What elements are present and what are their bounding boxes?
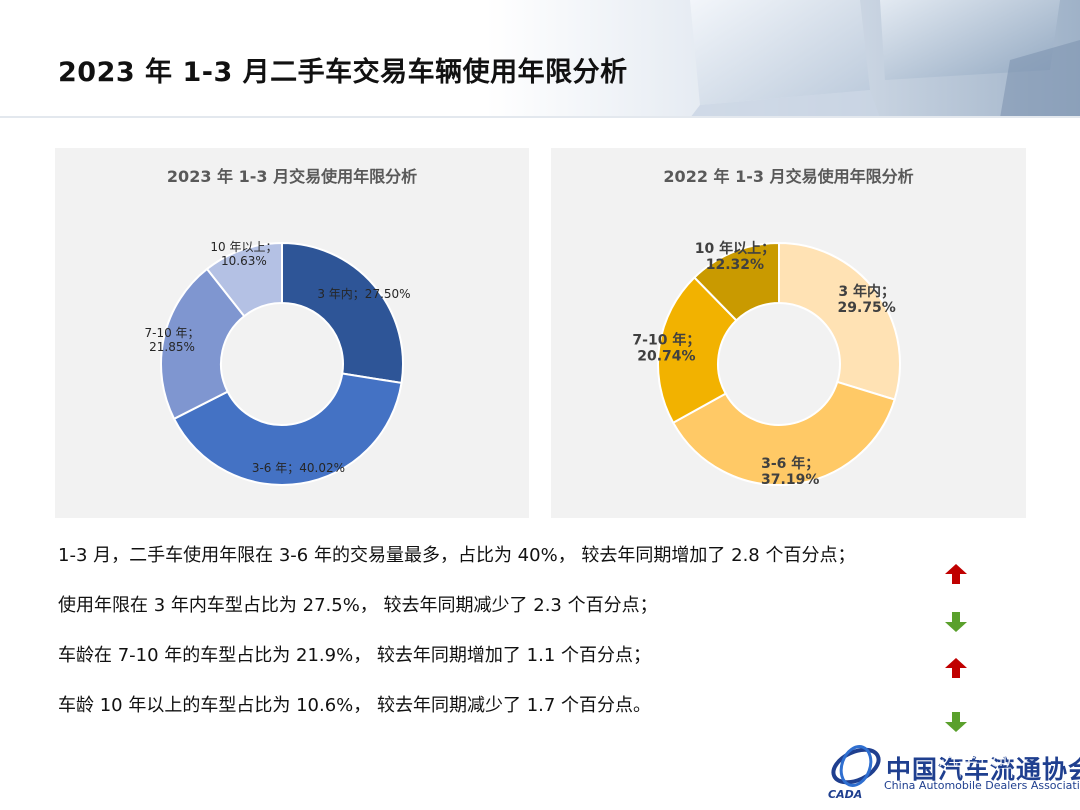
summary-item: 车龄 10 年以上的车型占比为 10.6%， 较去年同期减少了 1.7 个百分点… xyxy=(58,695,652,716)
donut-chart-2022: 3 年内； 29.75% 3-6 年； 37.19% 7-10 年； 20.74% 10 年… xyxy=(632,240,901,488)
donut-chart-2023: 3 年内；27.50% 3-6 年；40.02% 7-10 年； 21.85% 10 年… xyxy=(144,240,411,486)
slice-label: 10 年以上； 12.32% xyxy=(695,240,775,273)
page-title: 2023 年 1-3 月二手车交易车辆使用年限分析 xyxy=(58,57,628,88)
donut-slice xyxy=(172,372,403,486)
arrow-down-icon xyxy=(945,712,967,732)
header: 2023 年 1-3 月二手车交易车辆使用年限分析 xyxy=(0,0,1080,118)
logo-cn: 中国汽车流通协会 xyxy=(886,755,1080,784)
donut-slice xyxy=(778,241,901,401)
chart-title-2023: 2023 年 1-3 月交易使用年限分析 xyxy=(166,167,418,186)
donut-slice xyxy=(281,241,404,385)
donut-slice xyxy=(205,241,283,318)
slice-label: 7-10 年； 21.85% xyxy=(144,326,199,354)
cada-logo: CADA 中国汽车流通协会 China Automobile Dealers A… xyxy=(826,744,1080,810)
donut-slices-2023: 3 年内；27.50% 3-6 年；40.02% 7-10 年； 21.85% 10 年… xyxy=(144,240,411,486)
slice-label: 3-6 年； 37.19% xyxy=(761,455,819,488)
summary-list: 1-3 月，二手车使用年限在 3-6 年的交易量最多，占比为 40%， 较去年同… xyxy=(58,543,958,743)
arrow-down-icon xyxy=(945,612,967,632)
chart-panel-2022: 3 年内； 29.75% 3-6 年； 37.19% 7-10 年； 20.74% 10 年… xyxy=(551,148,1026,518)
slice-label: 3 年内； 29.75% xyxy=(838,283,896,316)
donut-slice xyxy=(657,276,738,425)
slice-label: 3-6 年；40.02% xyxy=(252,461,345,475)
watermark: 汽车技研 xyxy=(938,746,1018,770)
summary-item: 使用年限在 3 年内车型占比为 27.5%， 较去年同期减少了 2.3 个百分点… xyxy=(58,595,658,616)
arrow-up-icon xyxy=(945,658,967,678)
chart-title-2022: 2022 年 1-3 月交易使用年限分析 xyxy=(663,167,914,186)
slice-label: 3 年内；27.50% xyxy=(317,287,410,301)
header-background xyxy=(0,0,1080,118)
arrow-up-icon xyxy=(945,564,967,584)
cada-logo-icon xyxy=(831,745,881,787)
summary-item: 车龄在 7-10 年的车型占比为 21.9%， 较去年同期增加了 1.1 个百分… xyxy=(58,645,651,666)
summary-item: 1-3 月，二手车使用年限在 3-6 年的交易量最多，占比为 40%， 较去年同… xyxy=(58,545,856,566)
donut-slice xyxy=(671,380,896,486)
logo-abbr: CADA xyxy=(828,788,863,801)
donut-slice xyxy=(692,241,780,322)
donut-slices-2022: 3 年内； 29.75% 3-6 年； 37.19% 7-10 年； 20.74% 10 年… xyxy=(632,240,901,488)
chart-panel-2023: 3 年内；27.50% 3-6 年；40.02% 7-10 年； 21.85% 10 年… xyxy=(55,148,529,518)
donut-slice xyxy=(160,267,246,421)
logo-en: China Automobile Dealers Association xyxy=(884,779,1080,792)
slice-label: 7-10 年； 20.74% xyxy=(632,332,700,365)
slice-label: 10 年以上； 10.63% xyxy=(210,240,277,268)
